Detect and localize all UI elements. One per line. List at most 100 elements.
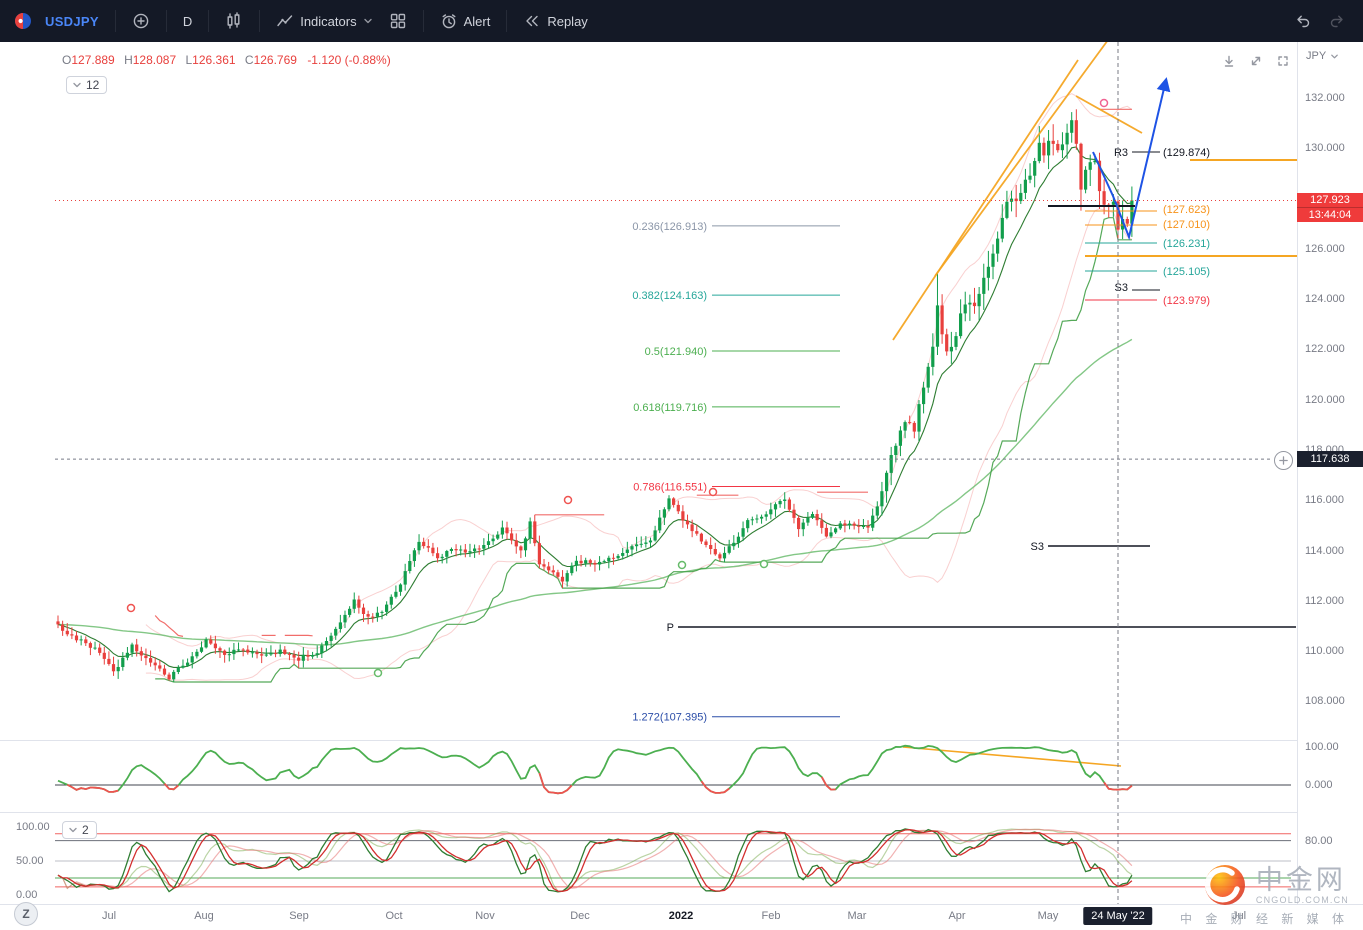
svg-text:(123.979): (123.979): [1163, 295, 1210, 307]
chevron-down-icon: [73, 82, 81, 88]
replay-button[interactable]: Replay: [516, 7, 594, 35]
open-label: O: [62, 53, 72, 67]
pane1-tick-label: 0.000: [1305, 779, 1333, 791]
price-tick-label: 126.000: [1305, 242, 1345, 255]
time-tick-label: May: [1037, 910, 1059, 922]
cngold-logo-icon: [1204, 865, 1245, 905]
watermark-name: 中金网: [1255, 865, 1346, 895]
indicators-button[interactable]: Indicators: [269, 7, 379, 35]
price-scale[interactable]: JPY 132.000130.000128.000126.000124.0001…: [1297, 42, 1363, 904]
compare-add-symbol-button[interactable]: [125, 7, 157, 35]
expand-arrows-icon: [1251, 56, 1261, 65]
chevron-down-icon: [69, 827, 77, 833]
svg-text:(126.231): (126.231): [1163, 238, 1210, 250]
replay-icon: [526, 15, 539, 27]
pane1-oscillator: [55, 744, 1291, 795]
layout-grid-button[interactable]: [382, 7, 414, 35]
crosshair-price-badge: 117.638: [1297, 451, 1363, 468]
svg-text:S3: S3: [1031, 541, 1044, 553]
selected-date-badge: 24 May '22: [1083, 907, 1153, 925]
svg-text:0.786(116.551): 0.786(116.551): [633, 481, 707, 493]
plus-icon: [1279, 455, 1288, 465]
svg-text:(129.874): (129.874): [1163, 147, 1210, 159]
close-label: C: [244, 53, 254, 67]
pane1-tick-label: 100.00: [1305, 741, 1339, 753]
time-tick-label: Apr: [948, 910, 966, 922]
indicators-label: Indicators: [300, 13, 357, 29]
maximize-icon: [1278, 55, 1288, 66]
chart-type-button[interactable]: [218, 7, 250, 35]
toolbar-separator: [208, 10, 210, 32]
chevron-down-icon: [363, 18, 372, 24]
low-label: L: [185, 53, 193, 67]
price-tick-label: 108.000: [1305, 695, 1345, 708]
svg-text:0.618(119.716): 0.618(119.716): [633, 402, 707, 414]
pane2-legend-collapse-button[interactable]: 2: [62, 821, 97, 839]
svg-text:(127.010): (127.010): [1163, 219, 1210, 231]
cngold-watermark: 中金网 CNGOLD.COM.CN 中 金 财 经 新 媒 体: [1180, 863, 1349, 927]
restore-pane-button[interactable]: [1245, 51, 1267, 70]
alarm-clock-icon: [442, 14, 456, 29]
interval-button[interactable]: D: [182, 13, 193, 29]
time-tick-label: Dec: [570, 910, 590, 922]
open-value: 127.889: [71, 53, 115, 67]
fib-retracement: 0.236(126.913) 0.382(124.163) 0.5(121.940)…: [632, 221, 840, 724]
price-tick-label: 124.000: [1305, 293, 1345, 306]
pane-separator[interactable]: [0, 740, 1363, 741]
svg-text:0.5(121.940): 0.5(121.940): [645, 346, 707, 358]
watermark-domain: CNGOLD.COM.CN: [1255, 895, 1349, 905]
svg-text:S3: S3: [1115, 282, 1128, 294]
candlestick-series: [56, 109, 1134, 682]
grid-layout-icon: [390, 13, 405, 29]
currency-label: JPY: [1306, 50, 1327, 62]
arrow-down-icon: [1224, 55, 1234, 67]
toolbar-separator: [422, 10, 424, 32]
watermark-row: 中金网 CNGOLD.COM.CN: [1180, 863, 1349, 907]
svg-text:1.272(107.395): 1.272(107.395): [632, 712, 707, 724]
collapsed-indicator-count: 12: [86, 78, 100, 92]
crosshair-lines: [55, 42, 1296, 904]
main-legend-collapse-button[interactable]: 12: [66, 76, 108, 94]
redo-icon: [1330, 15, 1343, 28]
alert-button[interactable]: Alert: [433, 7, 498, 35]
move-pane-down-button[interactable]: [1218, 51, 1240, 70]
watermark-tagline: 中 金 财 经 新 媒 体: [1179, 912, 1349, 926]
currency-selector[interactable]: JPY: [1306, 50, 1339, 62]
toolbar-separator: [165, 10, 167, 32]
svg-text:0.382(124.163): 0.382(124.163): [632, 290, 707, 302]
price-tick-label: 116.000: [1305, 494, 1344, 507]
alert-label: Alert: [463, 13, 491, 29]
chevron-down-icon: [1331, 54, 1339, 58]
toolbar-separator: [506, 10, 508, 32]
svg-text:P: P: [667, 622, 674, 634]
candlestick-icon: [227, 12, 240, 29]
time-tick-label: Sep: [289, 910, 309, 922]
time-axis[interactable]: 24 May '22 Jul Aug Sep Oct Nov Dec 2022 Feb Mar A…: [0, 904, 1363, 930]
replay-label: Replay: [547, 13, 588, 29]
trend-drawings: [892, 39, 1171, 767]
price-tick-label: 130.000: [1305, 142, 1345, 155]
pane2-tick-label: 80.00: [1305, 835, 1333, 847]
time-tick-label: 2022: [668, 910, 694, 922]
maximize-pane-button[interactable]: [1272, 51, 1294, 70]
last-price-value: 127.923: [1310, 193, 1350, 206]
pane-separator[interactable]: [0, 812, 1363, 813]
price-tick-label: 120.000: [1305, 393, 1345, 406]
time-tick-label: Nov: [475, 910, 495, 922]
svg-text:R3: R3: [1114, 147, 1128, 159]
time-tick-label: Aug: [194, 910, 214, 922]
symbol-button[interactable]: USDJPY: [45, 13, 99, 29]
add-alert-plus-button[interactable]: [1274, 450, 1293, 470]
toolbar-separator: [259, 10, 261, 32]
last-price-badge: 127.923 13:44:04: [1297, 192, 1363, 222]
undo-button[interactable]: [1287, 7, 1319, 35]
svg-text:(125.105): (125.105): [1163, 266, 1210, 278]
plus-circle-icon: [133, 13, 149, 29]
time-tick-label: Feb: [761, 910, 781, 922]
redo-button[interactable]: [1321, 7, 1353, 35]
pane2-left-tick-label: 100.00: [16, 821, 50, 833]
z-widget-button[interactable]: Z: [14, 902, 38, 926]
broker-logo-icon[interactable]: [10, 7, 36, 35]
logo-icon: [15, 13, 31, 29]
